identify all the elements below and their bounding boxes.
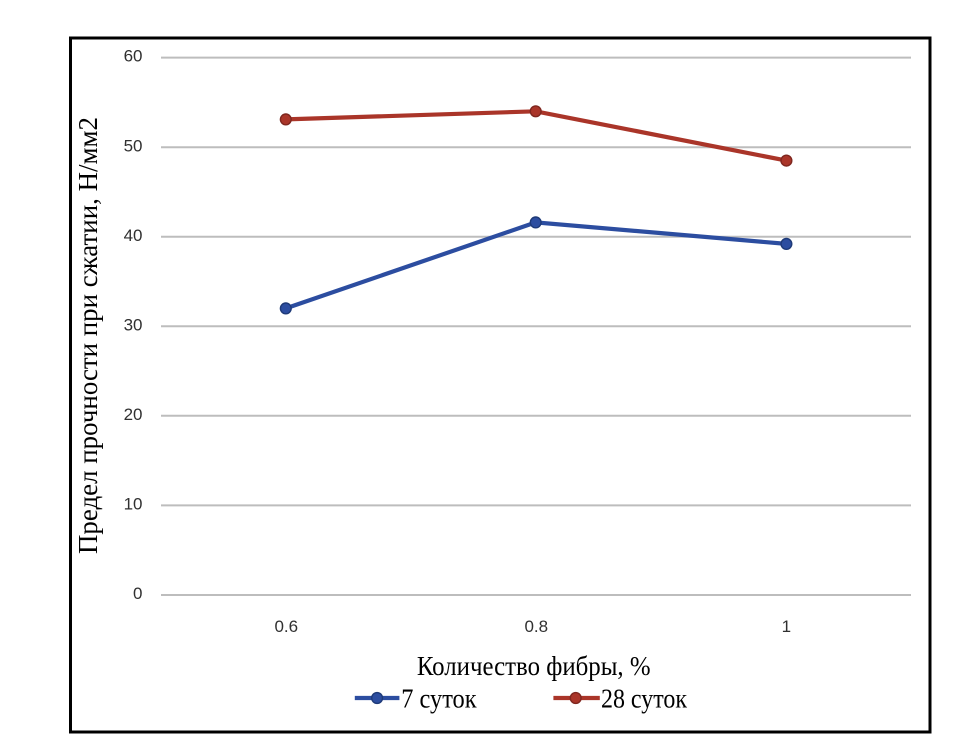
svg-text:1: 1 — [782, 617, 791, 636]
svg-text:0.8: 0.8 — [524, 617, 548, 636]
svg-text:Количество фибры, %: Количество фибры, % — [417, 651, 651, 681]
svg-text:0: 0 — [133, 584, 142, 603]
svg-text:28 суток: 28 суток — [601, 684, 688, 714]
svg-text:10: 10 — [124, 495, 143, 514]
svg-text:0.6: 0.6 — [274, 617, 298, 636]
svg-text:50: 50 — [124, 136, 143, 155]
svg-text:60: 60 — [124, 47, 143, 66]
svg-text:7 суток: 7 суток — [401, 684, 477, 714]
svg-text:20: 20 — [124, 405, 143, 424]
svg-text:Предел прочности при сжатии, Н: Предел прочности при сжатии, Н/мм2 — [73, 117, 103, 554]
svg-text:40: 40 — [124, 226, 143, 245]
svg-text:30: 30 — [124, 315, 143, 334]
